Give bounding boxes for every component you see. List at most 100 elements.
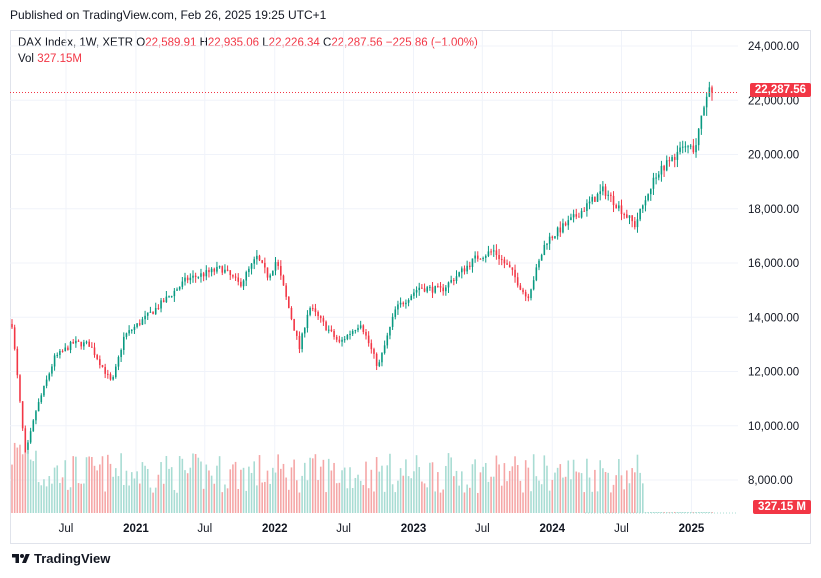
volume-bar <box>602 468 604 513</box>
candle-body <box>88 341 90 347</box>
volume-bar <box>224 484 226 513</box>
volume-bar <box>149 487 152 513</box>
volume-bar <box>83 483 85 513</box>
x-tick-label: Jul <box>197 523 212 535</box>
candle-body <box>644 200 647 206</box>
candle-body <box>397 304 399 310</box>
candle-body <box>168 296 170 298</box>
candle-body <box>107 373 109 375</box>
candle-body <box>665 160 668 171</box>
candle-body <box>75 340 77 344</box>
volume-bar <box>359 480 362 513</box>
volume-bar <box>168 468 170 513</box>
candle-body <box>37 402 40 412</box>
candle-body <box>80 341 82 347</box>
volume-bar <box>77 483 80 513</box>
volume-bar <box>335 483 338 513</box>
y-tick-label: 10,000.00 <box>748 421 799 433</box>
candle-body <box>293 319 295 331</box>
candle-body <box>407 300 410 303</box>
candle-body <box>365 331 367 336</box>
candle-body <box>697 128 700 146</box>
volume-bar <box>144 465 146 513</box>
candle-body <box>208 270 210 273</box>
candle-body <box>189 277 192 281</box>
volume-bar <box>322 459 325 513</box>
volume-bar <box>423 483 426 513</box>
candle-body <box>423 288 426 292</box>
volume-bar <box>431 462 434 513</box>
high-label: H <box>199 37 208 49</box>
candle-body <box>434 286 436 293</box>
candle-body <box>322 318 325 322</box>
candle-body <box>240 281 242 287</box>
candle-body <box>19 375 21 402</box>
y-tick-label: 16,000.00 <box>748 258 799 270</box>
volume-bar <box>468 487 471 513</box>
volume-bar <box>567 460 570 513</box>
candle-body <box>115 366 117 378</box>
volume-bar <box>258 455 261 513</box>
candle-body <box>495 250 498 256</box>
candle-body <box>612 195 615 206</box>
candle-body <box>29 431 32 443</box>
candle-body <box>620 205 623 215</box>
volume-bar <box>583 492 586 513</box>
volume-bar <box>639 472 641 513</box>
candle-body <box>421 287 423 289</box>
volume-bar <box>181 458 184 513</box>
candle-body <box>373 349 375 354</box>
y-tick-label: 14,000.00 <box>748 312 799 324</box>
volume-bar <box>218 456 221 513</box>
candle-body <box>367 335 370 344</box>
volume-bar <box>93 465 96 513</box>
candle-body <box>386 335 389 346</box>
x-tick-label: Jul <box>336 523 351 535</box>
candle-body <box>527 296 530 299</box>
candle-body <box>349 333 351 335</box>
volume-bar <box>580 473 583 513</box>
candle-body <box>128 330 130 334</box>
candle-body <box>394 309 397 317</box>
volume-bar <box>277 454 279 513</box>
volume-bar <box>636 454 639 513</box>
candle-body <box>125 333 128 337</box>
candle-body <box>67 347 69 350</box>
candle-body <box>484 255 487 258</box>
candle-body <box>56 354 59 356</box>
volume-bar <box>657 512 660 513</box>
volume-bar <box>152 492 154 513</box>
volume-bar <box>138 483 141 513</box>
candle-body <box>524 292 527 297</box>
low-label: L <box>262 37 269 49</box>
volume-bar <box>516 465 519 513</box>
candle-body <box>319 316 322 319</box>
candle-body <box>679 147 681 152</box>
candle-body <box>514 269 516 278</box>
candle-body <box>53 355 56 367</box>
volume-bar <box>40 485 43 513</box>
y-tick-label: 8,000.00 <box>748 475 793 487</box>
last-price-tag: 22,287.56 <box>749 83 811 98</box>
volume-bar <box>415 455 418 513</box>
volume-bar <box>586 458 588 513</box>
volume-bar <box>511 466 514 513</box>
volume-bar <box>319 466 322 513</box>
volume-bar <box>413 471 415 513</box>
candle-body <box>455 276 458 282</box>
volume-bar <box>45 486 48 513</box>
volume-bar <box>607 472 609 513</box>
volume-bar <box>16 447 19 513</box>
footer-brand[interactable]: TradingView <box>12 551 110 566</box>
candle-body <box>450 280 452 283</box>
y-tick-label: 22,000.00 <box>748 95 799 107</box>
volume-bar <box>24 452 27 513</box>
volume-bar <box>564 476 567 513</box>
candle-body <box>538 260 540 268</box>
candle-body <box>492 250 495 252</box>
candle-body <box>149 311 152 313</box>
candle-body <box>186 277 189 281</box>
x-tick-label: Jul <box>59 523 74 535</box>
volume-bar <box>338 482 341 513</box>
